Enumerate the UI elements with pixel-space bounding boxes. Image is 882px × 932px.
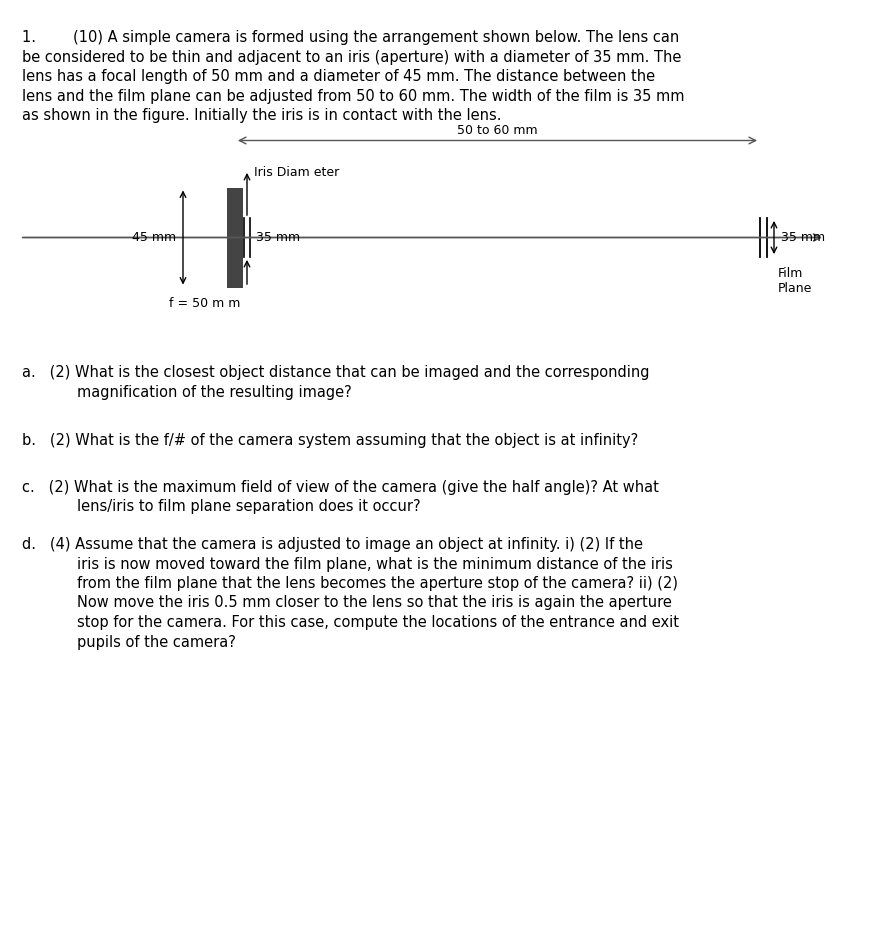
Text: b.   (2) What is the f/# of the camera system assuming that the object is at inf: b. (2) What is the f/# of the camera sys… xyxy=(22,432,639,447)
Text: Iris Diam eter: Iris Diam eter xyxy=(254,166,340,179)
Text: f = 50 m m: f = 50 m m xyxy=(169,297,241,310)
Text: 35 mm: 35 mm xyxy=(781,231,826,244)
Bar xyxy=(227,187,243,287)
Text: 1.        (10) A simple camera is formed using the arrangement shown below. The : 1. (10) A simple camera is formed using … xyxy=(22,30,679,45)
Text: a.   (2) What is the closest object distance that can be imaged and the correspo: a. (2) What is the closest object distan… xyxy=(22,365,649,380)
Text: Film
Plane: Film Plane xyxy=(778,267,812,295)
Text: lens/iris to film plane separation does it occur?: lens/iris to film plane separation does … xyxy=(77,500,421,514)
Text: Now move the iris 0.5 mm closer to the lens so that the iris is again the apertu: Now move the iris 0.5 mm closer to the l… xyxy=(77,596,672,610)
Text: lens and the film plane can be adjusted from 50 to 60 mm. The width of the film : lens and the film plane can be adjusted … xyxy=(22,89,684,103)
Text: 35 mm: 35 mm xyxy=(256,231,300,244)
Text: pupils of the camera?: pupils of the camera? xyxy=(77,635,235,650)
Text: be considered to be thin and adjacent to an iris (aperture) with a diameter of 3: be considered to be thin and adjacent to… xyxy=(22,49,682,64)
Text: c.   (2) What is the maximum field of view of the camera (give the half angle)? : c. (2) What is the maximum field of view… xyxy=(22,480,659,495)
Text: magnification of the resulting image?: magnification of the resulting image? xyxy=(77,385,352,400)
Text: iris is now moved toward the film plane, what is the minimum distance of the iri: iris is now moved toward the film plane,… xyxy=(77,556,673,571)
Text: 50 to 60 mm: 50 to 60 mm xyxy=(457,124,538,136)
Text: lens has a focal length of 50 mm and a diameter of 45 mm. The distance between t: lens has a focal length of 50 mm and a d… xyxy=(22,69,655,84)
Text: d.   (4) Assume that the camera is adjusted to image an object at infinity. i) (: d. (4) Assume that the camera is adjuste… xyxy=(22,537,643,552)
Text: from the film plane that the lens becomes the aperture stop of the camera? ii) (: from the film plane that the lens become… xyxy=(77,576,678,591)
Text: as shown in the figure. Initially the iris is in contact with the lens.: as shown in the figure. Initially the ir… xyxy=(22,108,502,123)
Text: 45 mm: 45 mm xyxy=(132,231,176,244)
Text: stop for the camera. For this case, compute the locations of the entrance and ex: stop for the camera. For this case, comp… xyxy=(77,615,679,630)
